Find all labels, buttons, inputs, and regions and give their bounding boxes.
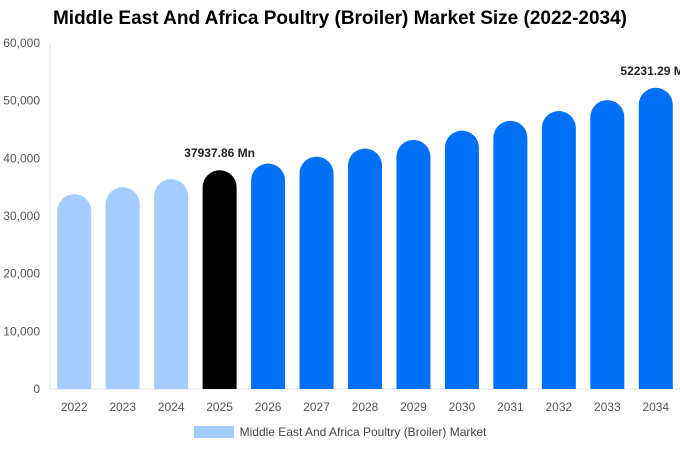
- y-tick-label: 40,000: [3, 151, 40, 165]
- bar-2024: [154, 179, 189, 389]
- x-tick-label: 2034: [642, 400, 669, 414]
- x-tick-label: 2025: [206, 400, 233, 414]
- bar-2034: [638, 87, 673, 389]
- x-tick-label: 2027: [303, 400, 330, 414]
- x-tick-label: 2026: [255, 400, 282, 414]
- legend[interactable]: Middle East And Africa Poultry (Broiler)…: [0, 425, 680, 439]
- y-tick-label: 10,000: [3, 324, 40, 338]
- x-tick-label: 2028: [352, 400, 379, 414]
- data-label: 37937.86 Mn: [184, 146, 255, 160]
- bar-2031: [493, 120, 528, 389]
- data-label: 52231.29 Mn: [620, 64, 680, 78]
- bar-2029: [396, 139, 431, 389]
- bar-2027: [299, 156, 334, 389]
- x-tick-label: 2033: [594, 400, 621, 414]
- y-tick-label: 30,000: [3, 209, 40, 223]
- bar-2026: [251, 163, 286, 389]
- bar-2028: [348, 148, 382, 389]
- legend-label: Middle East And Africa Poultry (Broiler)…: [239, 425, 487, 439]
- bar-2030: [444, 130, 479, 390]
- x-tick-label: 2030: [449, 400, 476, 414]
- x-tick-label: 2024: [158, 400, 185, 414]
- x-tick-label: 2022: [61, 400, 88, 414]
- bar-2025: [202, 170, 237, 389]
- bar-2032: [541, 111, 576, 389]
- legend-swatch: [193, 426, 234, 438]
- y-tick-label: 0: [33, 382, 40, 396]
- bar-2023: [105, 187, 140, 389]
- x-tick-label: 2032: [545, 400, 572, 414]
- y-tick-label: 60,000: [3, 36, 40, 50]
- chart-title: Middle East And Africa Poultry (Broiler)…: [52, 8, 628, 29]
- y-tick-label: 20,000: [3, 267, 40, 281]
- y-tick-label: 50,000: [3, 94, 40, 108]
- x-tick-label: 2029: [400, 400, 427, 414]
- bar-2022: [57, 194, 92, 389]
- x-tick-label: 2023: [109, 400, 136, 414]
- x-tick-label: 2031: [497, 400, 524, 414]
- bar-2033: [590, 100, 625, 389]
